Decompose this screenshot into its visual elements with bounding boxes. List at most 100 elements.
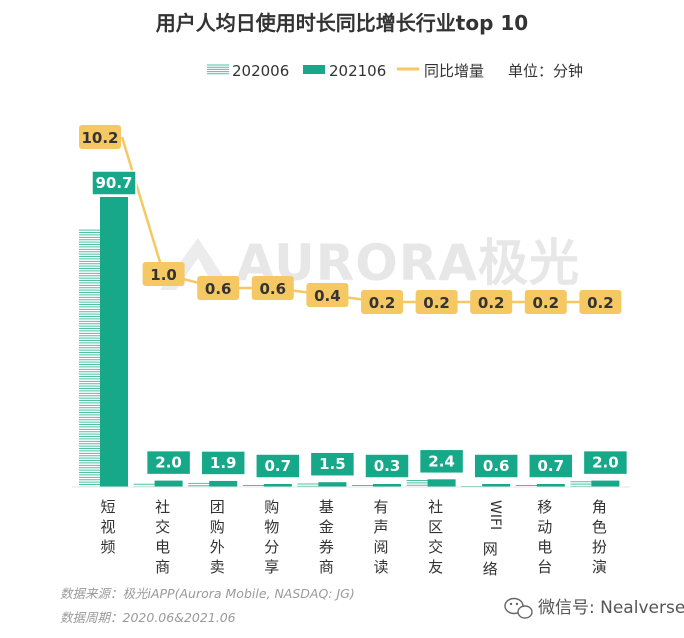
chart-title: 用户人均日使用时长同比增长行业top 10: [156, 11, 528, 35]
bar-202106-0: [100, 197, 128, 487]
line-label-5: 0.2: [361, 290, 403, 314]
bar-label-7: 0.6: [473, 453, 519, 479]
bar-value-labels: 90.7 2.0 1.9 0.7 1.5 0.3 2.4 0.6 0.7 2.0: [91, 170, 629, 479]
line-label-7: 0.2: [470, 290, 513, 314]
svg-text:金: 金: [319, 518, 334, 536]
line-label-text-5: 0.2: [369, 294, 396, 312]
svg-text:社: 社: [428, 498, 443, 516]
bar-label-text-0: 90.7: [95, 174, 132, 192]
line-label-text-3: 0.6: [260, 280, 287, 298]
bar-label-text-9: 2.0: [592, 454, 619, 472]
line-value-labels: 10.2 1.0 0.6 0.6 0.4 0.2 0.2 0.2 0.2 0.2: [79, 125, 622, 314]
svg-text:演: 演: [592, 558, 607, 576]
bar-label-1: 2.0: [145, 449, 192, 476]
svg-text:色: 色: [592, 518, 607, 536]
legend-item-202006: 202006: [207, 62, 289, 80]
svg-text:交: 交: [428, 538, 443, 556]
svg-text:券: 券: [319, 538, 334, 556]
legend-label-increase: 同比增量: [424, 62, 484, 80]
svg-text:商: 商: [155, 558, 170, 576]
svg-text:购: 购: [210, 518, 225, 536]
legend-swatch-202006: [207, 64, 229, 75]
svg-text:动: 动: [537, 518, 552, 536]
legend-label-202006: 202006: [232, 62, 289, 80]
line-label-4: 0.4: [306, 283, 349, 307]
legend: 202006 202106 同比增量 单位：分钟: [207, 62, 583, 80]
svg-text:团: 团: [210, 498, 225, 516]
bar-202106-9: [591, 480, 620, 487]
data-period: 数据周期：2020.06&2021.06: [60, 610, 236, 625]
line-label-text-6: 0.2: [423, 294, 450, 312]
bar-202106-1: [154, 480, 183, 487]
line-label-2: 0.6: [197, 276, 240, 300]
bar-label-4: 1.5: [309, 451, 356, 477]
category-label-7: WIFI 网络: [483, 500, 504, 578]
bar-label-text-5: 0.3: [374, 457, 401, 475]
bar-202106-5: [373, 484, 401, 487]
svg-text:区: 区: [428, 518, 443, 536]
bar-label-text-3: 0.7: [265, 457, 292, 475]
svg-text:扮: 扮: [592, 538, 607, 556]
svg-text:络: 络: [483, 560, 498, 578]
svg-text:卖: 卖: [210, 558, 225, 576]
svg-text:视: 视: [100, 518, 115, 536]
svg-text:台: 台: [537, 558, 552, 576]
svg-text:阅: 阅: [373, 538, 388, 556]
bar-label-text-6: 2.4: [428, 452, 455, 470]
line-label-text-0: 10.2: [81, 129, 118, 147]
category-label-0: 短视频: [100, 498, 115, 556]
bar-label-9: 2.0: [582, 449, 629, 476]
trend-line: [120, 136, 601, 304]
line-label-text-2: 0.6: [205, 280, 232, 298]
category-label-latin: WIFI: [487, 500, 503, 530]
line-label-9: 0.2: [579, 290, 622, 314]
svg-text:分: 分: [264, 538, 279, 556]
line-label-text-8: 0.2: [533, 294, 560, 312]
svg-text:友: 友: [428, 558, 443, 576]
bar-label-text-2: 1.9: [210, 454, 237, 472]
bar-label-2: 1.9: [200, 450, 246, 476]
svg-text:角: 角: [592, 498, 607, 516]
bar-202106-3: [263, 484, 292, 487]
svg-text:短: 短: [100, 498, 115, 516]
svg-text:声: 声: [373, 518, 388, 536]
line-label-0: 10.2: [79, 125, 121, 149]
svg-text:移: 移: [537, 498, 552, 516]
svg-text:物: 物: [264, 518, 279, 536]
svg-text:频: 频: [100, 538, 115, 556]
line-label-text-4: 0.4: [314, 287, 341, 305]
svg-text:读: 读: [373, 558, 388, 576]
bar-202106-4: [318, 482, 347, 487]
line-label-6: 0.2: [415, 290, 458, 314]
svg-text:电: 电: [155, 538, 170, 556]
bar-label-6: 2.4: [418, 448, 465, 475]
bar-label-5: 0.3: [364, 453, 410, 479]
line-label-text-1: 1.0: [150, 266, 177, 284]
bar-label-text-1: 2.0: [155, 454, 182, 472]
bar-label-text-8: 0.7: [538, 457, 565, 475]
bar-202106-2: [209, 480, 238, 487]
trend-polyline: [120, 136, 601, 304]
wechat-credit: 微信号: Nealverse: [538, 598, 684, 618]
svg-text:购: 购: [264, 498, 279, 516]
svg-text:享: 享: [264, 558, 279, 576]
legend-item-202106: 202106: [303, 62, 386, 80]
line-label-1: 1.0: [142, 262, 185, 286]
wechat-icon: [504, 597, 533, 619]
svg-text:电: 电: [537, 538, 552, 556]
line-label-3: 0.6: [251, 276, 294, 300]
svg-text:网: 网: [483, 540, 498, 558]
svg-text:有: 有: [373, 498, 388, 516]
svg-text:社: 社: [155, 498, 170, 516]
svg-text:基: 基: [319, 498, 334, 516]
line-label-text-7: 0.2: [478, 294, 505, 312]
bar-202106-8: [536, 484, 565, 487]
